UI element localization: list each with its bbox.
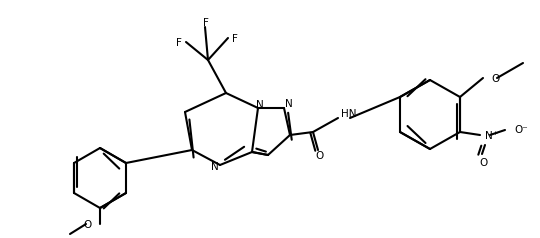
Text: F: F (176, 38, 182, 48)
Text: N: N (211, 162, 219, 172)
Text: N: N (256, 100, 264, 110)
Text: F: F (203, 18, 209, 28)
Text: F: F (232, 34, 238, 44)
Text: O: O (491, 74, 500, 84)
Text: O: O (480, 158, 488, 168)
Text: N⁺: N⁺ (485, 131, 498, 141)
Text: HN: HN (341, 109, 356, 119)
Text: O: O (84, 220, 92, 230)
Text: O⁻: O⁻ (514, 125, 528, 135)
Text: N: N (285, 99, 293, 109)
Text: O: O (315, 151, 323, 161)
